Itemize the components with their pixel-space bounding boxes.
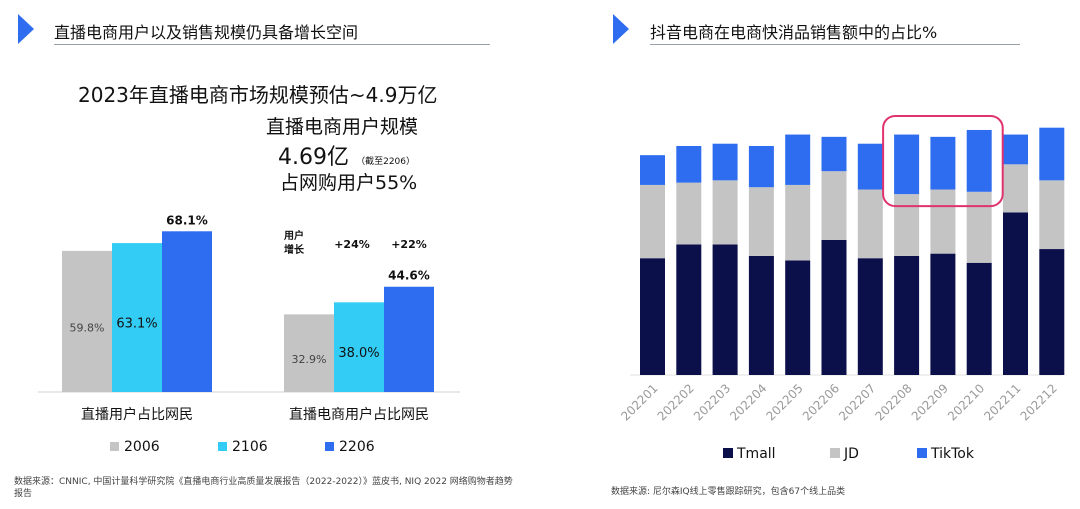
segment-JD-202203	[712, 180, 738, 245]
segment-Tmall-202201	[640, 258, 665, 375]
left-panel-title: 直播电商用户以及销售规模仍具备增长空间	[54, 23, 359, 42]
segment-TikTok-202204	[748, 146, 774, 188]
legend-swatch-JD	[830, 448, 840, 458]
x-tick-202208: 202208	[872, 381, 914, 423]
segment-JD-202202	[676, 182, 702, 245]
segment-JD-202210	[966, 191, 992, 263]
x-tick-202207: 202207	[836, 381, 878, 423]
x-tick-202204: 202204	[727, 381, 769, 423]
legend-swatch-Tmall	[723, 448, 733, 458]
segment-TikTok-202205	[785, 134, 811, 185]
bar-2206-1	[384, 286, 434, 392]
category-label-1: 直播电商用户占比网民	[289, 406, 429, 423]
growth-label-line-0: 用户	[283, 229, 304, 242]
segment-Tmall-202207	[857, 258, 883, 375]
segment-Tmall-202208	[894, 255, 920, 375]
left-source-note: 数据来源：CNNIC, 中国计量科学研究院《直播电商行业高质量发展报告（2022…	[14, 477, 513, 499]
users-scale-line: 4.69亿 （截至2206）	[278, 139, 415, 171]
legend-label-Tmall: Tmall	[736, 446, 776, 462]
segment-TikTok-202208	[894, 134, 920, 195]
bar-label-2006-1: 32.9%	[292, 353, 327, 366]
segment-TikTok-202209	[930, 136, 956, 190]
segment-TikTok-202201	[640, 155, 665, 185]
bar-2006-0	[62, 250, 112, 392]
segment-TikTok-202211	[1003, 134, 1028, 165]
segment-Tmall-202202	[676, 244, 702, 375]
users-scale-label: 直播电商用户规模	[266, 116, 419, 138]
legend-label-TikTok: TikTok	[930, 446, 975, 462]
bar-label-2206-1: 44.6%	[388, 269, 430, 283]
left-bar-chart: 59.8% 63.1% 68.1% 直播用户占比网民 32.9% 38.0% 44.6% 直播…	[38, 213, 460, 455]
right-title-marker-icon	[613, 14, 629, 44]
segment-JD-202212	[1039, 180, 1065, 250]
market-size-headline: 2023年直播电商市场规模预估~4.9万亿	[78, 83, 438, 107]
segment-Tmall-202210	[966, 262, 992, 375]
segment-JD-202207	[857, 189, 883, 259]
x-tick-202211: 202211	[981, 381, 1023, 423]
users-scale-value: 4.69亿	[278, 145, 349, 170]
online-share-label: 占网购用户55%	[280, 172, 418, 194]
legend-label-2106: 2106	[232, 439, 268, 455]
x-tick-202212: 202212	[1018, 381, 1060, 423]
right-panel-title: 抖音电商在电商快消品销售额中的占比%	[650, 23, 938, 42]
bar-2106-0	[112, 243, 162, 392]
bar-label-2006-0: 59.8%	[70, 321, 105, 334]
legend-swatch-2206	[325, 442, 334, 451]
segment-TikTok-202210	[966, 129, 992, 192]
left-title-marker-icon	[18, 14, 34, 44]
left-title-divider	[54, 44, 490, 45]
bar-2006-1	[284, 314, 334, 392]
legend-label-2206: 2206	[339, 439, 375, 455]
x-tick-202206: 202206	[800, 381, 842, 423]
legend-swatch-TikTok	[917, 448, 927, 458]
segment-Tmall-202205	[785, 260, 811, 375]
segment-JD-202206	[821, 171, 847, 240]
bar-label-2206-0: 68.1%	[166, 213, 208, 227]
segment-TikTok-202207	[857, 143, 883, 190]
highlight-box	[882, 114, 1004, 208]
segment-Tmall-202204	[748, 255, 774, 375]
legend-label-2006: 2006	[124, 439, 160, 455]
segment-TikTok-202202	[676, 146, 702, 183]
legend-swatch-2006	[110, 442, 119, 451]
bar-label-2106-1: 38.0%	[338, 346, 379, 361]
bar-2106-1	[334, 302, 384, 392]
segment-JD-202209	[930, 189, 956, 254]
segment-Tmall-202203	[712, 244, 738, 375]
segment-TikTok-202212	[1039, 127, 1065, 181]
right-source-note: 数据来源: 尼尔森IQ线上零售跟踪研究，包含67个线上品类	[611, 487, 846, 497]
x-tick-202201: 202201	[618, 381, 660, 423]
x-tick-202202: 202202	[655, 381, 697, 423]
growth-label-line-1: 增长	[284, 243, 305, 256]
right-stacked-chart: 2022012022022022032022042022052022062022…	[618, 114, 1065, 462]
segment-JD-202205	[785, 184, 811, 261]
segment-Tmall-202212	[1039, 249, 1065, 375]
segment-Tmall-202206	[821, 239, 847, 375]
bar-label-2106-0: 63.1%	[116, 317, 157, 332]
segment-Tmall-202211	[1003, 212, 1028, 375]
x-tick-202209: 202209	[909, 381, 951, 423]
bar-2206-0	[162, 231, 212, 392]
legend-swatch-2106	[218, 442, 227, 451]
growth-value-2206: +22%	[391, 238, 427, 251]
segment-Tmall-202209	[930, 253, 956, 375]
growth-value-2106: +24%	[334, 238, 370, 251]
segment-JD-202211	[1003, 164, 1028, 213]
segment-JD-202204	[748, 187, 774, 256]
segment-JD-202208	[894, 194, 920, 256]
right-title-divider	[650, 44, 1020, 45]
category-label-0: 直播用户占比网民	[81, 406, 193, 423]
x-tick-202205: 202205	[764, 381, 806, 423]
segment-JD-202201	[640, 184, 665, 259]
segment-TikTok-202203	[712, 143, 738, 181]
legend-label-JD: JD	[843, 446, 859, 462]
x-tick-202210: 202210	[945, 381, 987, 423]
x-tick-202203: 202203	[691, 381, 733, 423]
users-scale-note: （截至2206）	[356, 157, 415, 167]
segment-TikTok-202206	[821, 136, 847, 172]
